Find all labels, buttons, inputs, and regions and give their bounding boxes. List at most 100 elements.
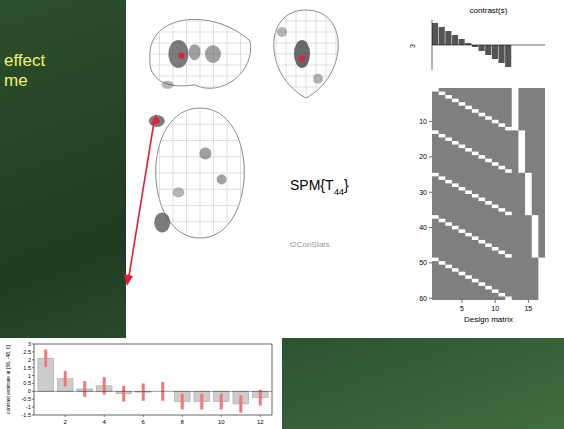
contrast-bar	[452, 35, 458, 45]
grid-line	[146, 65, 254, 66]
tick	[461, 300, 462, 303]
condition-cell	[452, 226, 459, 230]
peak	[179, 53, 185, 59]
design-matrix	[432, 88, 545, 300]
contrast-bar	[432, 23, 438, 45]
glass-brain	[266, 10, 346, 98]
grid-line	[336, 10, 337, 98]
condition-cell	[492, 120, 499, 124]
grid-line	[316, 10, 317, 98]
error-bar	[64, 371, 67, 387]
slide: effectmeSPM{T44}t2ConStatscontrast(s)310…	[0, 0, 564, 429]
tick	[429, 156, 432, 157]
condition-cell	[439, 92, 446, 96]
condition-cell	[498, 208, 505, 212]
tick	[429, 298, 432, 299]
condition-cell	[485, 243, 492, 247]
tick	[32, 351, 34, 352]
contrast-bar	[459, 39, 465, 45]
tick	[182, 415, 183, 417]
axis-title: Design matrix	[464, 315, 513, 324]
condition-cell	[505, 254, 512, 258]
grid-line	[227, 108, 228, 238]
condition-cell	[492, 247, 499, 251]
condition-cell	[445, 137, 452, 141]
contrast-bar	[505, 45, 511, 67]
chart-panel	[0, 338, 282, 429]
grid-line	[146, 76, 254, 77]
brain-grid	[146, 108, 254, 238]
condition-cell	[472, 236, 479, 240]
slide-text: me	[4, 71, 28, 90]
tick-label: 15	[524, 305, 532, 312]
glass-brain	[146, 108, 254, 238]
grid-line	[240, 108, 241, 238]
condition-cell	[465, 148, 472, 152]
stat-df: 44	[334, 187, 344, 197]
condition-cell	[498, 293, 505, 297]
blob	[149, 115, 165, 127]
brain-grid	[266, 10, 346, 98]
condition-cell	[498, 123, 505, 127]
contrast-baseline	[432, 45, 545, 46]
condition-cell	[465, 233, 472, 237]
grid-line	[266, 87, 346, 88]
spm-panel	[126, 0, 564, 338]
blob	[205, 45, 221, 63]
tick	[32, 367, 34, 368]
subject-column	[512, 88, 519, 130]
tick-label: 2	[28, 357, 31, 363]
grid-line	[227, 10, 228, 98]
tick	[528, 300, 529, 303]
zero-line	[34, 391, 272, 392]
grid-line	[146, 189, 254, 190]
condition-cell	[452, 183, 459, 187]
tick	[429, 192, 432, 193]
tick-label: 1.5	[23, 365, 31, 371]
grid-line	[266, 76, 346, 77]
tick-label: 10	[491, 305, 499, 312]
condition-cell	[479, 155, 486, 159]
plot-area	[38, 350, 268, 413]
tick	[221, 415, 222, 417]
condition-cell	[505, 212, 512, 216]
error-bar	[83, 381, 86, 397]
grid-line	[213, 108, 214, 238]
condition-cell	[452, 99, 459, 103]
tick	[32, 407, 34, 408]
condition-cell	[505, 169, 512, 173]
grid-line	[146, 87, 254, 88]
arrow-head	[151, 114, 158, 124]
blob	[217, 175, 227, 185]
condition-cell	[472, 279, 479, 283]
tick-label: 0.5	[23, 380, 31, 386]
condition-cell	[459, 187, 466, 191]
tick-label: -1	[26, 404, 31, 410]
error-bar	[181, 394, 184, 410]
tick-label: 50	[419, 259, 427, 266]
caption: t2ConStats	[290, 240, 330, 249]
condition-cell	[472, 109, 479, 113]
error-bar	[259, 390, 262, 406]
tick	[32, 399, 34, 400]
tick	[429, 121, 432, 122]
condition-cell	[465, 106, 472, 110]
error-bar	[220, 394, 223, 410]
tick-label: 3	[28, 341, 31, 347]
error-bar	[103, 377, 106, 394]
tick-label: 8	[181, 419, 185, 425]
peak	[299, 55, 305, 61]
grid-line	[326, 10, 327, 98]
condition-cell	[432, 215, 439, 219]
condition-cell	[432, 130, 439, 134]
tick-label: 1	[28, 373, 31, 379]
tick	[429, 262, 432, 263]
axis-title: contrast estimate at [56, -48, 0]	[5, 344, 11, 414]
tick	[32, 391, 34, 392]
condition-cell	[485, 116, 492, 120]
condition-cell	[432, 173, 439, 177]
tick-label: 6	[142, 419, 146, 425]
condition-cell	[445, 265, 452, 269]
glass-brain	[146, 10, 254, 98]
tick-label: 60	[419, 295, 427, 302]
